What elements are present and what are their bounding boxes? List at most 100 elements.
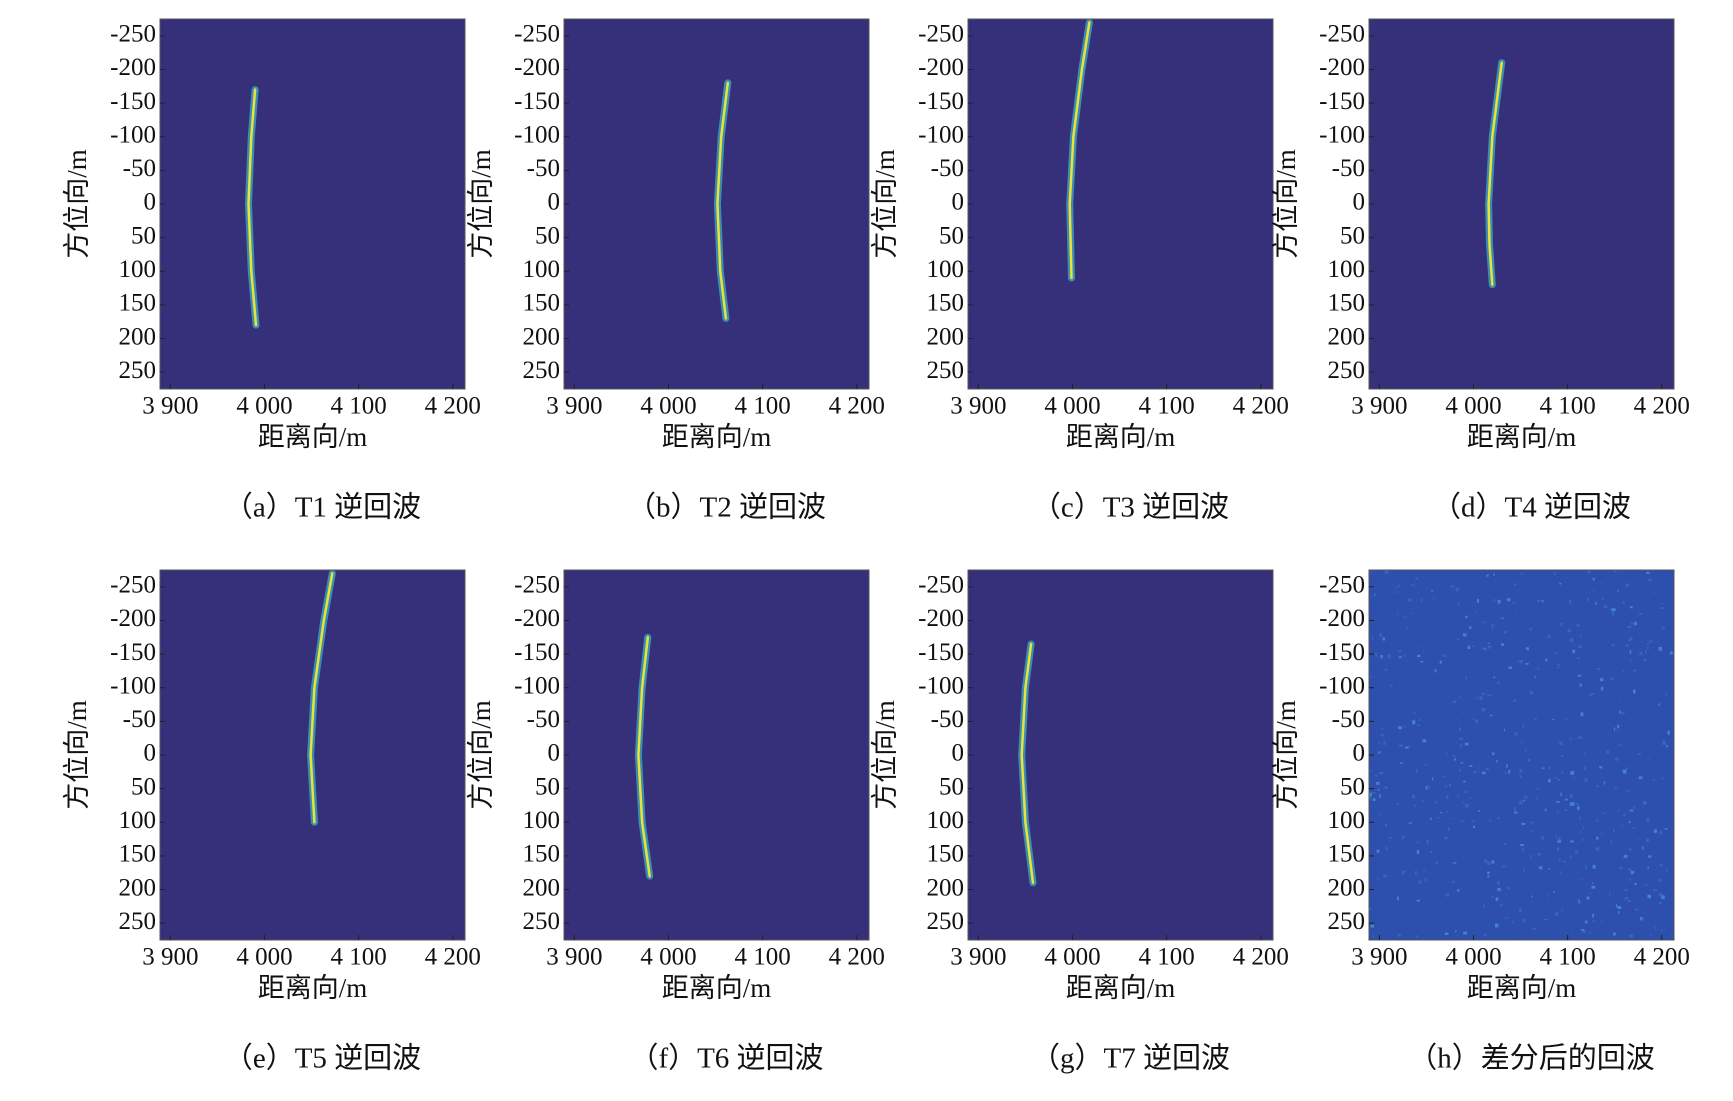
noise bbox=[1471, 820, 1475, 822]
noise bbox=[1627, 625, 1632, 629]
noise bbox=[1405, 746, 1409, 749]
noise bbox=[1489, 714, 1493, 717]
noise bbox=[1514, 653, 1516, 655]
noise bbox=[1629, 847, 1632, 852]
y-tick-label: -100 bbox=[110, 121, 156, 148]
x-tick-label: 4 200 bbox=[1634, 944, 1690, 971]
noise bbox=[1445, 893, 1450, 897]
noise bbox=[1484, 772, 1487, 775]
plot-background bbox=[564, 570, 869, 940]
y-tick-label: -100 bbox=[918, 672, 964, 699]
noise bbox=[1496, 759, 1498, 763]
noise bbox=[1379, 813, 1381, 817]
noise bbox=[1625, 583, 1629, 588]
y-tick-label: 150 bbox=[927, 290, 965, 317]
noise bbox=[1643, 801, 1647, 805]
noise bbox=[1616, 729, 1618, 731]
y-tick-label: 200 bbox=[927, 323, 965, 350]
caption: （e）T5 逆回波 bbox=[224, 1042, 421, 1075]
noise bbox=[1646, 643, 1650, 645]
x-tick-label: 4 100 bbox=[1540, 944, 1596, 971]
noise bbox=[1407, 745, 1411, 747]
noise bbox=[1459, 737, 1463, 740]
noise bbox=[1544, 919, 1547, 921]
noise bbox=[1595, 785, 1600, 788]
noise bbox=[1529, 627, 1533, 631]
noise bbox=[1472, 825, 1476, 829]
noise bbox=[1660, 606, 1664, 610]
noise bbox=[1559, 622, 1563, 626]
noise bbox=[1384, 668, 1388, 672]
noise bbox=[1578, 901, 1581, 904]
noise bbox=[1485, 767, 1489, 771]
y-tick-label: -50 bbox=[1332, 706, 1365, 733]
noise bbox=[1564, 718, 1568, 720]
noise bbox=[1562, 860, 1567, 863]
noise bbox=[1579, 816, 1581, 821]
noise bbox=[1572, 649, 1576, 654]
noise bbox=[1478, 810, 1480, 812]
noise bbox=[1592, 864, 1596, 869]
noise bbox=[1564, 808, 1568, 811]
noise bbox=[1487, 642, 1490, 644]
noise bbox=[1473, 787, 1475, 790]
noise bbox=[1403, 726, 1406, 728]
noise bbox=[1374, 775, 1378, 777]
noise bbox=[1587, 597, 1589, 602]
noise bbox=[1493, 676, 1496, 679]
noise bbox=[1629, 809, 1634, 812]
y-tick-label: -250 bbox=[1319, 572, 1365, 599]
noise bbox=[1582, 860, 1584, 862]
noise bbox=[1580, 712, 1584, 717]
y-tick-label: 50 bbox=[535, 222, 560, 249]
noise bbox=[1420, 598, 1423, 602]
x-tick-label: 4 000 bbox=[640, 393, 696, 420]
noise bbox=[1560, 771, 1564, 774]
noise bbox=[1383, 741, 1386, 746]
echo-curve bbox=[1487, 61, 1503, 286]
y-axis-label: 方位向/m bbox=[62, 700, 92, 810]
noise bbox=[1439, 660, 1442, 664]
noise bbox=[1534, 676, 1537, 678]
noise bbox=[1532, 927, 1536, 930]
noise bbox=[1661, 895, 1665, 900]
noise bbox=[1555, 834, 1558, 839]
noise bbox=[1627, 868, 1630, 871]
plot-background bbox=[1369, 19, 1674, 389]
noise bbox=[1462, 801, 1464, 804]
noise bbox=[1646, 572, 1650, 575]
noise bbox=[1481, 647, 1485, 650]
noise bbox=[1646, 817, 1650, 822]
noise bbox=[1412, 720, 1416, 725]
noise bbox=[1384, 570, 1389, 575]
noise bbox=[1464, 676, 1467, 679]
noise bbox=[1554, 912, 1559, 917]
noise bbox=[1525, 647, 1529, 651]
noise bbox=[1596, 683, 1599, 685]
y-tick-label: 250 bbox=[1328, 908, 1366, 935]
y-tick-label: -250 bbox=[110, 572, 156, 599]
noise bbox=[1422, 799, 1425, 802]
noise bbox=[1408, 822, 1413, 824]
noise bbox=[1534, 718, 1537, 721]
noise bbox=[1654, 925, 1656, 930]
noise bbox=[1430, 817, 1432, 821]
noise bbox=[1443, 837, 1448, 840]
y-tick-label: -150 bbox=[918, 639, 964, 666]
noise bbox=[1474, 719, 1478, 724]
noise bbox=[1460, 820, 1465, 822]
noise bbox=[1416, 899, 1421, 902]
y-tick-label: -50 bbox=[931, 155, 964, 182]
noise bbox=[1603, 605, 1608, 609]
noise bbox=[1457, 889, 1460, 892]
noise bbox=[1382, 637, 1386, 641]
y-tick-label: 50 bbox=[1340, 773, 1365, 800]
noise bbox=[1514, 934, 1516, 937]
panel: -250 -200 -150 -100 -50 0 50 100 150 200 250 3 900 4… bbox=[870, 18, 1289, 524]
x-axis-label: 距离向/m bbox=[1467, 973, 1577, 1003]
noise bbox=[1417, 646, 1420, 649]
y-tick-label: 0 bbox=[144, 189, 157, 216]
y-tick-label: 0 bbox=[952, 740, 965, 767]
noise bbox=[1464, 790, 1468, 794]
plot-background bbox=[968, 570, 1273, 940]
